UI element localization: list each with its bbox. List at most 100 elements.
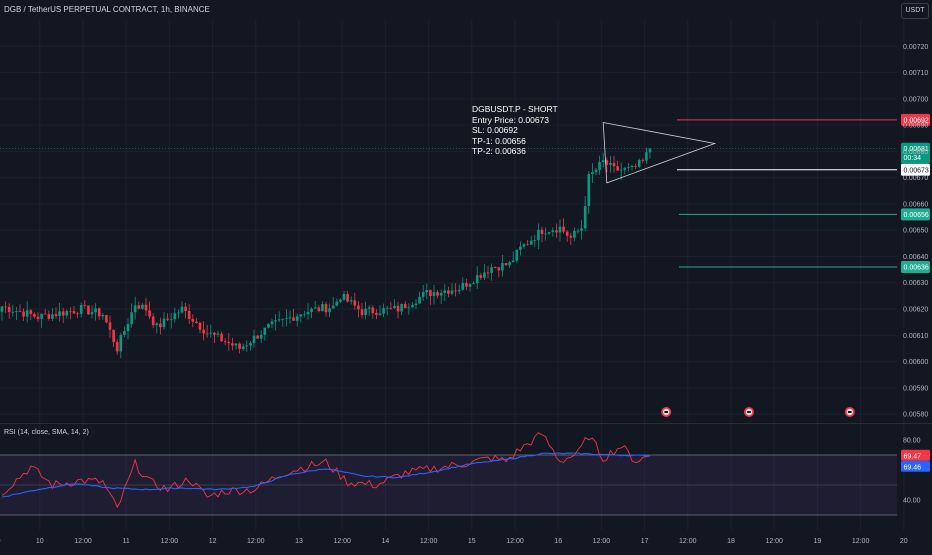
rsi-series: [1, 432, 651, 508]
candle: [234, 343, 238, 350]
candle-body: [285, 318, 288, 320]
candle: [504, 262, 508, 266]
price-axis: 0.007200.007100.007000.006900.006800.006…: [903, 44, 928, 419]
candle-body: [609, 162, 612, 165]
candle-body: [497, 267, 501, 271]
candle-body: [511, 260, 515, 263]
candle-body: [429, 290, 432, 296]
candle-body: [454, 290, 457, 292]
candle-body: [630, 165, 634, 168]
candle-body: [252, 335, 256, 343]
event-marker-glyph: [747, 411, 751, 413]
time-tick-label: 18: [727, 538, 735, 545]
price-tick-label: 0.00610: [903, 333, 928, 340]
candle: [148, 301, 151, 320]
candle-body: [115, 341, 119, 352]
time-tick-label: 12:00: [679, 538, 697, 545]
candle: [385, 305, 389, 316]
candle: [461, 277, 465, 291]
candle: [151, 313, 155, 329]
candle-body: [51, 314, 54, 319]
trade-note-line: Entry Price: 0.00673: [472, 114, 550, 125]
candle-body: [529, 240, 533, 245]
candle-body: [281, 318, 285, 320]
candle: [274, 314, 277, 331]
candle-body: [457, 289, 461, 292]
time-tick-label: 12:00: [420, 538, 438, 545]
candle: [166, 313, 169, 322]
candle: [184, 303, 187, 319]
candle: [450, 283, 454, 296]
trade-levels: 0.00692 0.00673 0.00656 0.00636 0.00681 00:34: [0, 113, 930, 273]
candle-body: [591, 172, 594, 174]
candle: [645, 147, 648, 164]
candle: [339, 298, 342, 304]
candle: [519, 241, 522, 256]
candle: [15, 307, 18, 321]
candle-body: [36, 316, 40, 319]
candle-body: [108, 322, 112, 330]
candle-body: [313, 307, 317, 309]
price-tick-label: 0.00600: [903, 359, 928, 366]
candle-body: [187, 310, 191, 320]
candle-body: [72, 311, 76, 314]
candle: [641, 158, 645, 164]
candle: [357, 300, 360, 318]
candle: [162, 312, 166, 330]
candle-body: [475, 275, 479, 284]
candle: [429, 289, 432, 305]
candle: [310, 307, 313, 319]
event-marker-icon[interactable]: [744, 407, 754, 417]
rsi-tick-label: 40.00: [903, 498, 921, 505]
candle-body: [558, 226, 562, 233]
candle-body: [324, 304, 328, 313]
candle: [72, 305, 76, 315]
candle-body: [555, 230, 558, 233]
candle: [285, 309, 288, 327]
candle: [342, 290, 346, 301]
candle: [580, 219, 583, 240]
candle-body: [101, 315, 105, 317]
candle: [421, 284, 425, 301]
candle-body: [371, 307, 375, 314]
candle: [317, 305, 321, 313]
candle-body: [357, 305, 360, 310]
candle: [209, 324, 213, 338]
rsi-line-rsi: [1, 432, 651, 508]
candle-body: [616, 166, 619, 171]
candle-body: [40, 313, 43, 319]
candle-body: [367, 307, 371, 309]
event-marker-icon[interactable]: [844, 407, 855, 417]
candle-body: [130, 312, 133, 325]
candle: [555, 223, 558, 238]
candle-body: [385, 307, 389, 309]
candle-body: [641, 160, 645, 161]
level-tag-bg: [901, 260, 930, 273]
candle-body: [83, 304, 87, 306]
currency-button[interactable]: USDT: [901, 3, 929, 19]
rsi-indicator-title[interactable]: RSI (14, close, SMA, 14, 2): [4, 429, 89, 436]
candle-body: [151, 316, 155, 326]
trade-note: DGBUSDT.P - SHORT Entry Price: 0.00673 S…: [472, 104, 558, 157]
candle-body: [414, 303, 418, 305]
candle: [529, 236, 533, 245]
candle-body: [144, 304, 148, 311]
candle: [241, 343, 245, 352]
candle: [648, 147, 652, 159]
candle-body: [418, 296, 421, 304]
candle: [7, 303, 11, 319]
price-tick-label: 0.00660: [903, 201, 928, 208]
candle: [61, 307, 65, 324]
candle: [216, 330, 220, 338]
candle: [4, 301, 7, 313]
candle: [400, 303, 403, 316]
event-marker-icon[interactable]: [661, 407, 672, 417]
candle-body: [277, 319, 281, 321]
candle: [202, 321, 205, 341]
candle-body: [126, 324, 130, 332]
candle-body: [321, 304, 324, 312]
candle-body: [519, 246, 522, 250]
candle-body: [112, 329, 115, 342]
